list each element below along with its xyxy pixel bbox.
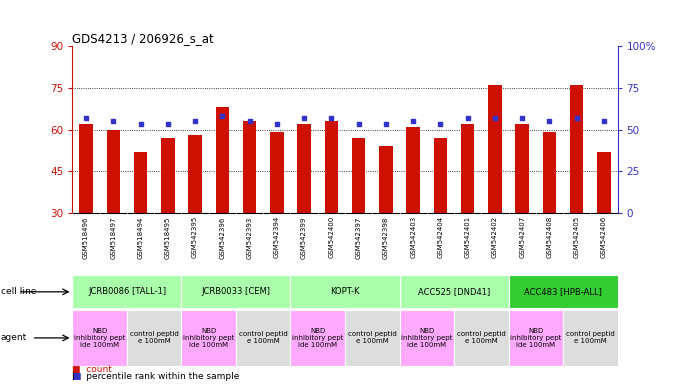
Point [517,115,528,121]
Text: control peptid
e 100mM: control peptid e 100mM [348,331,397,344]
Bar [345,310,400,366]
Text: ACC525 [DND41]: ACC525 [DND41] [418,287,490,296]
Point [544,118,555,124]
Bar [79,124,93,213]
Point [108,118,119,124]
Text: GSM518494: GSM518494 [137,216,144,258]
Text: ■: ■ [72,372,81,381]
Bar [563,310,618,366]
Point [353,121,364,127]
Point [380,121,391,127]
Text: GSM542395: GSM542395 [192,216,198,258]
Text: JCRB0033 [CEM]: JCRB0033 [CEM] [201,287,270,296]
Text: NBD
inhibitory pept
ide 100mM: NBD inhibitory pept ide 100mM [292,328,344,348]
Text: GSM542398: GSM542398 [383,216,389,258]
Point [571,115,582,121]
Text: GSM542400: GSM542400 [328,216,335,258]
Text: JCRB0086 [TALL-1]: JCRB0086 [TALL-1] [88,287,166,296]
Bar [454,310,509,366]
Text: GSM542397: GSM542397 [355,216,362,258]
Text: GSM542396: GSM542396 [219,216,226,258]
Point [190,118,201,124]
Point [271,121,282,127]
Point [217,113,228,119]
Point [81,115,92,121]
Text: GSM518495: GSM518495 [165,216,171,258]
Bar [127,310,181,366]
Bar [597,152,611,213]
Text: NBD
inhibitory pept
ide 100mM: NBD inhibitory pept ide 100mM [510,328,562,348]
Text: GSM542407: GSM542407 [519,216,525,258]
Bar [352,138,366,213]
Text: control peptid
e 100mM: control peptid e 100mM [239,331,288,344]
Bar [270,132,284,213]
Bar [106,130,120,213]
Bar [570,85,584,213]
Text: cell line: cell line [1,287,36,296]
Bar [509,275,618,308]
Bar [243,121,257,213]
Point [326,115,337,121]
Bar [161,138,175,213]
Point [435,121,446,127]
Text: NBD
inhibitory pept
ide 100mM: NBD inhibitory pept ide 100mM [183,328,235,348]
Text: GSM542406: GSM542406 [601,216,607,258]
Point [299,115,310,121]
Bar [488,85,502,213]
Text: control peptid
e 100mM: control peptid e 100mM [457,331,506,344]
Bar [297,124,311,213]
Point [135,121,146,127]
Point [244,118,255,124]
Text: GSM518496: GSM518496 [83,216,89,259]
Text: agent: agent [1,333,27,343]
Bar [379,146,393,213]
Bar [406,127,420,213]
Bar [72,310,127,366]
Text: NBD
inhibitory pept
ide 100mM: NBD inhibitory pept ide 100mM [74,328,126,348]
Point [598,118,609,124]
Bar [236,310,290,366]
Text: NBD
inhibitory pept
ide 100mM: NBD inhibitory pept ide 100mM [401,328,453,348]
Text: ■  percentile rank within the sample: ■ percentile rank within the sample [72,372,240,381]
Bar [72,275,181,308]
Text: GSM542399: GSM542399 [301,216,307,258]
Text: KOPT-K: KOPT-K [331,287,359,296]
Point [408,118,419,124]
Text: GSM542404: GSM542404 [437,216,444,258]
Bar [400,310,454,366]
Text: GSM542402: GSM542402 [492,216,498,258]
Bar [290,275,400,308]
Text: GSM542408: GSM542408 [546,216,553,258]
Point [162,121,173,127]
Text: control peptid
e 100mM: control peptid e 100mM [566,331,615,344]
Text: control peptid
e 100mM: control peptid e 100mM [130,331,179,344]
Text: ACC483 [HPB-ALL]: ACC483 [HPB-ALL] [524,287,602,296]
Bar [400,275,509,308]
Text: GSM542403: GSM542403 [410,216,416,258]
Point [462,115,473,121]
Bar [324,121,338,213]
Bar [542,132,556,213]
Text: ■  count: ■ count [72,365,112,374]
Text: GDS4213 / 206926_s_at: GDS4213 / 206926_s_at [72,32,214,45]
Text: GSM518497: GSM518497 [110,216,117,259]
Bar [181,310,236,366]
Text: GSM542393: GSM542393 [246,216,253,258]
Bar [515,124,529,213]
Text: GSM542401: GSM542401 [464,216,471,258]
Bar [509,310,563,366]
Bar [134,152,148,213]
Bar [461,124,475,213]
Text: GSM542405: GSM542405 [573,216,580,258]
Bar [290,310,345,366]
Bar [181,275,290,308]
Bar [188,135,202,213]
Bar [433,138,447,213]
Text: GSM542394: GSM542394 [274,216,280,258]
Point [489,115,500,121]
Bar [215,107,229,213]
